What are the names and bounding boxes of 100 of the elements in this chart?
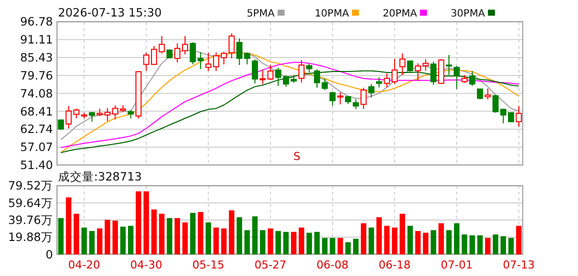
bar xyxy=(96,228,102,254)
bar xyxy=(384,226,390,254)
bar xyxy=(353,238,359,254)
bar xyxy=(298,228,304,254)
bar xyxy=(330,238,336,254)
bar xyxy=(252,216,258,254)
x-tick-label: 07-01 xyxy=(440,258,473,272)
candlestick xyxy=(88,112,95,122)
bar xyxy=(407,226,413,254)
bar xyxy=(368,228,374,254)
bar xyxy=(136,191,142,254)
bar xyxy=(151,209,157,254)
candlestick xyxy=(228,32,235,59)
bar xyxy=(392,228,398,254)
bar xyxy=(221,228,227,254)
bar xyxy=(174,218,180,254)
bar xyxy=(314,232,320,254)
y-tick-label: 79.52万 xyxy=(8,178,53,193)
chart-title: 2026-07-13 15:30 xyxy=(58,6,162,20)
bar xyxy=(376,217,382,254)
candlestick xyxy=(516,106,522,128)
bar xyxy=(516,226,522,254)
bar xyxy=(81,228,87,254)
bar xyxy=(58,218,64,254)
x-tick-label: 06-18 xyxy=(378,258,411,272)
y-tick-label: 51.40 xyxy=(20,158,53,172)
bar xyxy=(477,235,483,254)
candlestick xyxy=(360,87,367,110)
y-tick-label: 96.78 xyxy=(20,14,53,29)
bar xyxy=(166,218,172,254)
candlestick xyxy=(260,70,266,85)
y-tick-label: 0 xyxy=(46,247,53,262)
bar xyxy=(345,242,351,254)
y-tick-label: 19.88万 xyxy=(8,230,53,244)
bar xyxy=(291,232,296,254)
candlestick xyxy=(446,54,452,76)
bar xyxy=(104,220,110,254)
bar xyxy=(182,222,188,254)
candlestick xyxy=(298,60,305,84)
bar xyxy=(190,212,196,254)
candlestick xyxy=(454,66,460,90)
bar xyxy=(360,223,366,254)
y-tick-label: 68.41 xyxy=(20,104,53,118)
bar xyxy=(112,220,118,254)
candlestick xyxy=(337,92,344,105)
bar xyxy=(485,238,490,254)
bar xyxy=(120,226,126,254)
legend-label: 30PMA xyxy=(450,8,486,20)
candlestick xyxy=(352,98,359,110)
y-tick-label: 74.08 xyxy=(20,86,53,100)
legend-label: 20PMA xyxy=(382,8,418,20)
x-tick-label: 05-15 xyxy=(192,258,224,272)
y-tick-label: 39.76万 xyxy=(8,213,53,227)
bar xyxy=(415,231,421,254)
bar xyxy=(338,238,344,254)
annotation: S xyxy=(293,150,300,163)
bar xyxy=(454,223,460,254)
candlestick xyxy=(469,70,476,87)
y-tick-label: 59.64万 xyxy=(8,196,53,210)
bar xyxy=(66,197,72,254)
bar xyxy=(306,232,312,254)
legend-label: 10PMA xyxy=(314,8,350,20)
bar xyxy=(462,234,468,254)
bar xyxy=(430,230,436,254)
bar xyxy=(275,231,281,254)
x-tick-label: 05-27 xyxy=(254,258,286,272)
bar xyxy=(244,230,250,254)
bar xyxy=(322,238,328,254)
bar xyxy=(438,223,444,254)
candlestick xyxy=(220,51,227,65)
candlestick xyxy=(252,58,258,84)
candlestick xyxy=(430,61,436,86)
bar xyxy=(206,222,212,254)
bar xyxy=(128,226,134,254)
bar xyxy=(198,212,204,254)
bar xyxy=(74,214,80,254)
y-tick-label: 85.43 xyxy=(20,50,53,65)
candlestick xyxy=(407,60,414,74)
bar xyxy=(260,230,266,254)
bar xyxy=(144,191,149,254)
bar xyxy=(446,230,452,254)
chart-title: 成交量:328713 xyxy=(58,170,142,184)
bar xyxy=(500,236,506,254)
bar xyxy=(89,231,95,254)
candlestick xyxy=(476,88,484,100)
bar xyxy=(268,228,274,254)
x-tick-label: 06-08 xyxy=(316,258,349,272)
bar xyxy=(283,232,289,254)
candlestick xyxy=(399,52,406,76)
candlestick xyxy=(66,106,72,129)
y-tick-label: 57.07 xyxy=(20,140,53,154)
candlestick xyxy=(267,64,274,81)
x-tick-label: 04-20 xyxy=(68,258,100,272)
x-tick-label: 07-13 xyxy=(502,258,535,272)
y-tick-label: 91.11 xyxy=(20,32,53,47)
bar xyxy=(213,228,219,254)
candlestick xyxy=(368,84,374,98)
bar xyxy=(400,214,406,254)
candlestick xyxy=(329,91,336,106)
x-tick-label: 04-30 xyxy=(130,258,162,272)
